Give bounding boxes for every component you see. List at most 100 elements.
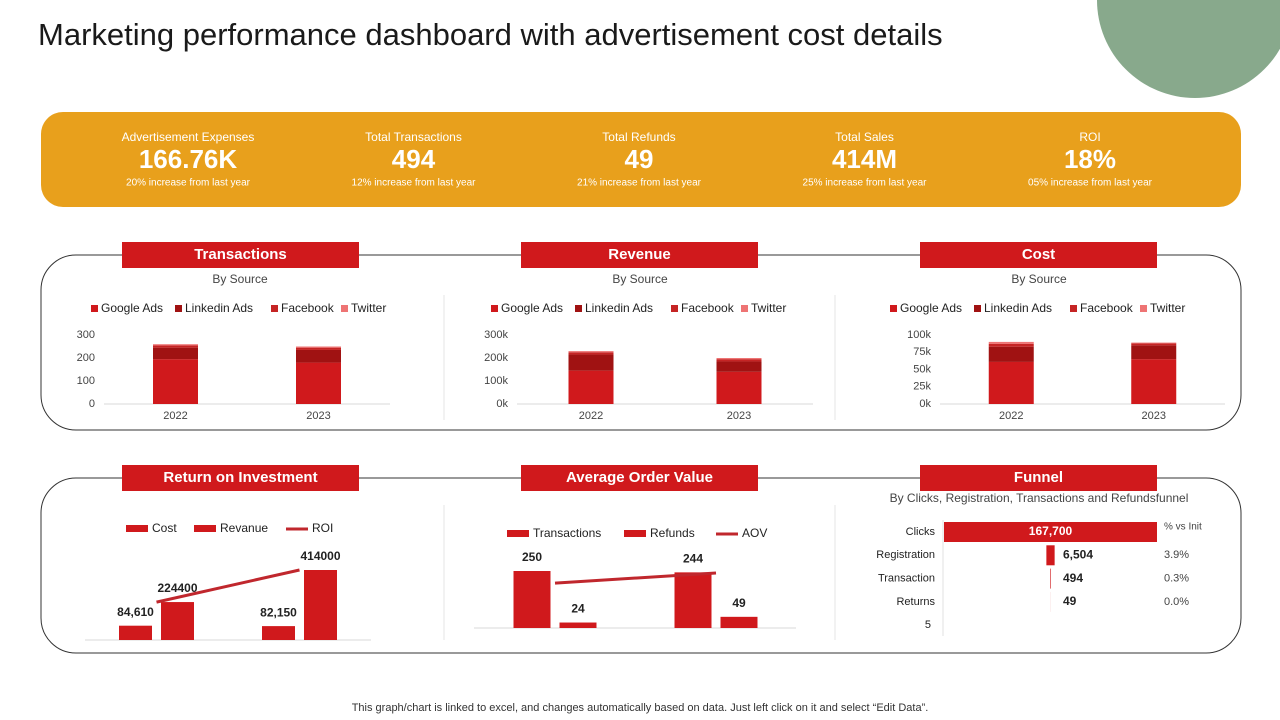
bar-segment: [1131, 345, 1177, 360]
bar-segment: [296, 349, 341, 363]
bar-segment: [716, 359, 762, 362]
value-label: 494: [1063, 571, 1083, 585]
bar-segment: [296, 347, 341, 350]
bar-segment: [296, 346, 341, 348]
kpi-change: 25% increase from last year: [803, 178, 928, 189]
kpi-value: 18%: [1064, 144, 1116, 174]
value-label: 414000: [300, 549, 340, 563]
funnel-label: Clicks: [906, 526, 936, 538]
funnel-label: Transaction: [878, 573, 935, 585]
legend-swatch: [1140, 305, 1147, 312]
y-tick-label: 50k: [913, 363, 931, 375]
chart-title: Return on Investment: [163, 469, 317, 486]
chart-title: Funnel: [1014, 469, 1063, 486]
y-tick-label: 0k: [919, 398, 931, 410]
bar-segment: [988, 341, 1034, 344]
bar: [304, 570, 337, 640]
legend-swatch: [175, 305, 182, 312]
value-label: 24: [571, 602, 585, 616]
bar-segment: [716, 358, 762, 360]
bar-segment: [153, 347, 198, 360]
percent-header: % vs Init: [1164, 522, 1202, 533]
page-title: Marketing performance dashboard with adv…: [38, 17, 943, 52]
value-label: 244: [683, 552, 703, 566]
bar-segment: [1131, 343, 1177, 346]
legend-label: Facebook: [681, 301, 735, 315]
legend-label: Refunds: [650, 526, 695, 540]
y-tick-label: 100k: [907, 329, 931, 341]
y-tick-label: 0k: [496, 398, 508, 410]
legend-swatch: [1070, 305, 1077, 312]
bar-segment: [716, 361, 762, 372]
y-tick-label: 0: [89, 398, 95, 410]
bar-segment: [153, 344, 198, 346]
chart-subtitle: By Source: [1011, 272, 1067, 286]
bar-segment: [1131, 342, 1177, 344]
legend-swatch: [491, 305, 498, 312]
legend-swatch: [974, 305, 981, 312]
value-label: 250: [522, 550, 542, 564]
x-tick-label: 2023: [1142, 410, 1166, 422]
percent-label: 3.9%: [1164, 549, 1189, 561]
x-tick-label: 2022: [999, 410, 1023, 422]
kpi-change: 05% increase from last year: [1028, 178, 1153, 189]
kpi-value: 49: [625, 144, 654, 174]
bar-segment: [568, 352, 614, 355]
funnel-label: Registration: [876, 549, 935, 561]
bar: [161, 602, 194, 640]
percent-label: 0.0%: [1164, 596, 1189, 608]
y-tick-label: 75k: [913, 346, 931, 358]
bar: [559, 622, 597, 628]
legend-label: Revanue: [220, 521, 268, 535]
y-tick-label: 300: [77, 329, 95, 341]
value-label: 84,610: [117, 605, 154, 619]
panel-tab: [122, 465, 359, 491]
line: [156, 568, 300, 604]
x-tick-label: 2023: [306, 410, 330, 422]
y-tick-label: 100k: [484, 375, 508, 387]
legend-swatch: [741, 305, 748, 312]
decor-circle: [1097, 0, 1280, 98]
chart-subtitle: By Clicks, Registration, Transactions an…: [890, 491, 1189, 505]
bar: [720, 616, 758, 628]
bar-segment: [568, 370, 614, 404]
legend-label: Google Ads: [900, 301, 962, 315]
kpi-label: Total Sales: [835, 130, 894, 144]
kpi-value: 414M: [832, 144, 897, 174]
kpi-label: ROI: [1079, 130, 1100, 144]
bar-segment: [988, 346, 1034, 362]
x-tick-label: 2023: [727, 410, 751, 422]
x-tick-label: 2022: [579, 410, 603, 422]
kpi-band: [41, 112, 1241, 207]
legend-label: Twitter: [751, 301, 786, 315]
legend-swatch: [507, 530, 529, 537]
funnel-bar: [1046, 545, 1055, 566]
bar-segment: [568, 351, 614, 353]
legend-label: Linkedin Ads: [585, 301, 653, 315]
legend-swatch: [341, 305, 348, 312]
y-tick-label: 25k: [913, 381, 931, 393]
legend-label: ROI: [312, 521, 333, 535]
chart-title: Revenue: [608, 246, 671, 263]
legend-swatch: [91, 305, 98, 312]
legend-swatch: [624, 530, 646, 537]
panel-tab: [521, 465, 758, 491]
axis-label: 5: [925, 619, 931, 631]
panel-tab: [122, 242, 359, 268]
bar: [262, 626, 295, 640]
value-label: 82,150: [260, 605, 297, 619]
kpi-label: Total Transactions: [365, 130, 462, 144]
bar: [119, 625, 152, 640]
panel-tab: [521, 242, 758, 268]
legend-swatch: [194, 525, 216, 532]
legend-swatch: [890, 305, 897, 312]
kpi-label: Total Refunds: [602, 130, 675, 144]
value-label: 6,504: [1063, 547, 1093, 561]
bar-segment: [296, 362, 341, 404]
legend-label: Transactions: [533, 526, 601, 540]
legend-label: Google Ads: [101, 301, 163, 315]
panel-tab: [920, 242, 1157, 268]
chart-title: Average Order Value: [566, 469, 713, 486]
